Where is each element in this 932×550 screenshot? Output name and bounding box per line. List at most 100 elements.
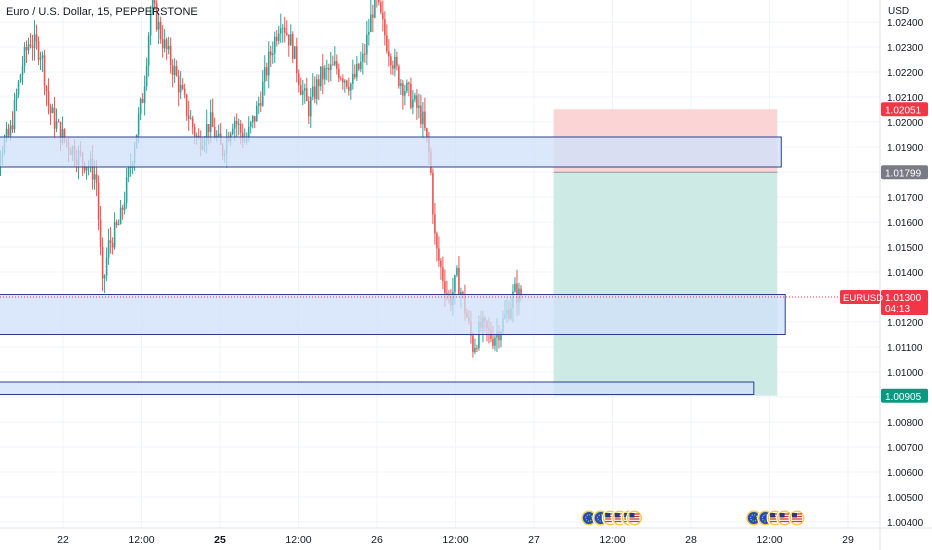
candle-body	[191, 118, 194, 128]
eu-flag-icon-stars	[750, 514, 758, 522]
candle-body	[153, 0, 156, 4]
take-profit-zone[interactable]	[553, 172, 778, 396]
symbol-tag-bg	[840, 290, 880, 304]
candle-body	[340, 78, 342, 80]
symbol-tag: EURUSD	[843, 293, 883, 304]
candle-body	[157, 22, 160, 30]
us-flag-icon[interactable]	[788, 509, 806, 527]
candle-body	[319, 66, 322, 87]
candle-body	[440, 260, 442, 268]
candle-body	[412, 99, 414, 108]
candle-body	[332, 64, 334, 66]
us-flag-icon[interactable]	[625, 509, 643, 527]
candle-body	[436, 233, 438, 249]
candle-body	[289, 34, 292, 46]
zone-rectangle-1[interactable]	[0, 136, 782, 168]
candle-body	[313, 86, 316, 99]
candle-body	[364, 53, 366, 55]
zone-rectangle-2[interactable]	[0, 294, 786, 335]
candle-body	[21, 66, 24, 76]
x-tick-label: 26	[371, 534, 383, 546]
x-tick-label: 25	[214, 534, 226, 546]
candle-body	[43, 55, 46, 87]
candle-body	[458, 267, 460, 295]
candle-body	[233, 121, 236, 129]
stop-price-label-bg	[881, 102, 928, 117]
current-price-label-bg	[881, 290, 928, 315]
candle-body	[19, 75, 22, 83]
candle-body	[285, 32, 288, 35]
candle-body	[325, 68, 328, 70]
candle-body	[354, 73, 356, 78]
candle-body	[328, 68, 330, 71]
candle-body	[33, 34, 36, 48]
candle-body	[426, 128, 428, 138]
candle-body	[392, 65, 394, 69]
candle-body	[273, 36, 276, 54]
candle-body	[414, 95, 416, 100]
candle-body	[362, 53, 364, 62]
candle-body	[7, 128, 10, 136]
y-tick-label: 1.02400	[887, 18, 924, 29]
candle-body	[275, 36, 278, 41]
eu-flag-icon[interactable]	[580, 509, 598, 527]
candle-body	[121, 207, 124, 210]
candle-body	[189, 118, 192, 120]
eu-flag-icon-field	[747, 512, 760, 524]
candle-body	[181, 84, 184, 89]
y-tick-label: 1.01500	[887, 243, 924, 254]
eu-flag-icon[interactable]	[745, 509, 763, 527]
candle-body	[311, 86, 314, 97]
candle-body	[49, 105, 52, 114]
y-tick-label: 1.00500	[887, 493, 924, 504]
candle-body	[185, 94, 188, 116]
candle-body	[231, 128, 234, 134]
symbol-title: Euro / U.S. Dollar, 15, PEPPERSTONE	[6, 6, 198, 18]
candle-body	[350, 83, 352, 91]
us-flag-icon[interactable]	[776, 509, 794, 527]
current-price-label: 1.01300	[885, 293, 922, 304]
candle-body	[127, 168, 130, 177]
candle-body	[63, 129, 66, 140]
candle-body	[103, 275, 106, 279]
candle-body	[125, 176, 128, 203]
candle-body	[420, 105, 422, 124]
candle-body	[119, 207, 122, 225]
y-tick-label: 1.00400	[887, 518, 924, 529]
candle-body	[303, 88, 306, 91]
candle-body	[179, 84, 182, 93]
x-tick-label: 12:00	[442, 534, 468, 546]
candle-body	[434, 214, 436, 234]
candle-body	[380, 2, 382, 13]
candle-body	[209, 112, 212, 132]
candle-body	[149, 9, 152, 36]
candle-body	[137, 114, 140, 135]
y-tick-label: 1.01200	[887, 318, 924, 329]
candle-body	[352, 73, 354, 84]
candle-body	[59, 121, 62, 143]
candle-body	[404, 90, 406, 96]
candle-body	[388, 51, 390, 57]
x-tick-label: 12:00	[285, 534, 311, 546]
candle-body	[408, 82, 410, 84]
candle-body	[291, 34, 294, 59]
us-flag-icon-canton	[605, 513, 611, 518]
candle-body	[394, 57, 396, 69]
x-tick-label: 28	[685, 534, 697, 546]
candle-body	[283, 27, 286, 33]
candle-body	[247, 126, 250, 139]
candle-body	[147, 35, 150, 66]
candle-body	[31, 46, 34, 48]
currency-label: USD	[888, 6, 910, 17]
candle-body	[422, 111, 424, 124]
candle-body	[338, 68, 340, 79]
candle-body	[17, 82, 20, 95]
candle-body	[317, 79, 320, 87]
candle-body	[462, 292, 464, 294]
zone-rectangle-3[interactable]	[0, 381, 755, 395]
candle-body	[474, 347, 476, 353]
candle-body	[406, 82, 408, 91]
candle-body	[305, 88, 308, 102]
candle-body	[237, 123, 240, 125]
